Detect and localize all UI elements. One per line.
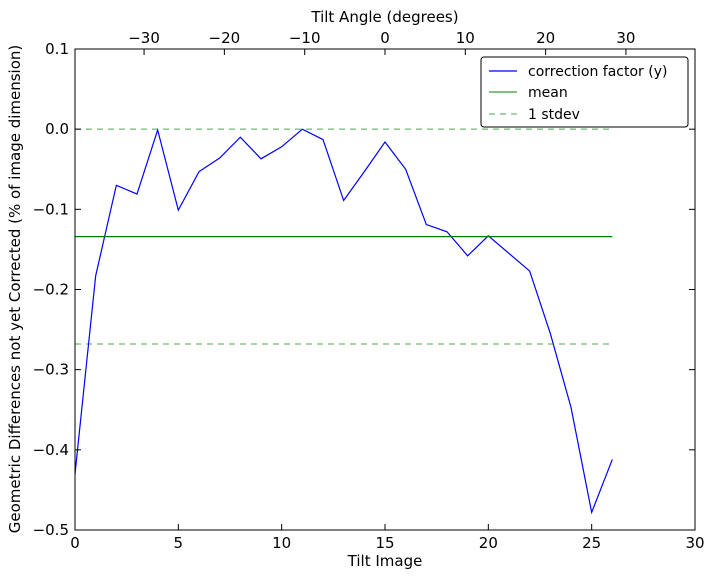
top-x-axis-label: Tilt Angle (degrees) — [310, 8, 458, 26]
y-axis-label: Geometric Differences not yet Corrected … — [6, 45, 24, 534]
tick-layer: 0 5 10 15 20 25 30 −30 −20 −10 0 10 20 30 −0.5 −0.4 −0.3… — [33, 29, 705, 552]
x-axis-label: Tilt Image — [347, 552, 423, 570]
y-tick-label: −0.1 — [33, 200, 69, 218]
top-x-tick-label: 0 — [380, 29, 390, 47]
legend-box — [480, 56, 689, 128]
y-tick-label: −0.3 — [33, 361, 69, 379]
x-tick-label: 15 — [375, 534, 394, 552]
legend-label-correction: correction factor (y) — [528, 64, 667, 80]
top-x-tick-label: −20 — [209, 29, 241, 47]
y-tick-label: 0.1 — [45, 40, 69, 58]
legend-label-mean: mean — [528, 85, 568, 101]
x-tick-label: 30 — [685, 534, 704, 552]
x-tick-label: 10 — [272, 534, 291, 552]
top-x-tick-label: 30 — [616, 29, 635, 47]
x-tick-label: 0 — [70, 534, 80, 552]
series-line-0 — [74, 127, 613, 515]
top-x-tick-label: 20 — [536, 29, 555, 47]
legend-label-stdev: 1 stdev — [528, 107, 580, 123]
legend: correction factor (y) mean 1 stdev — [480, 56, 689, 128]
top-x-tick-label: −30 — [128, 29, 160, 47]
y-tick-label: −0.4 — [33, 441, 69, 459]
x-tick-label: 20 — [479, 534, 498, 552]
top-x-tick-label: −10 — [289, 29, 321, 47]
y-tick-label: 0.0 — [45, 120, 69, 138]
x-tick-label: 25 — [582, 534, 601, 552]
series-layer — [74, 127, 613, 515]
y-tick-label: −0.5 — [33, 521, 69, 539]
y-tick-label: −0.2 — [33, 281, 69, 299]
top-x-tick-label: 10 — [456, 29, 475, 47]
x-tick-label: 5 — [174, 534, 184, 552]
